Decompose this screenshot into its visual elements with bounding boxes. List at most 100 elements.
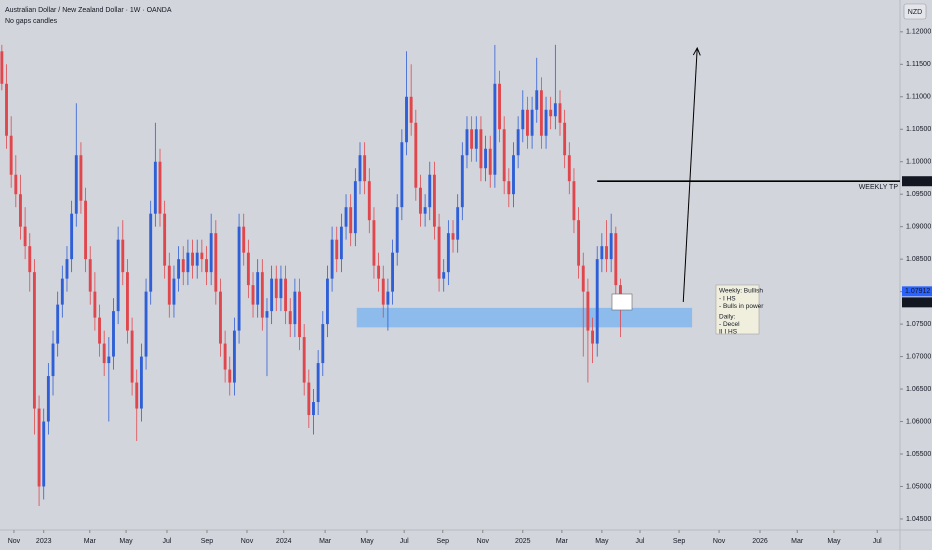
x-tick-label: Mar (556, 538, 569, 545)
candle-body (586, 291, 590, 331)
candle-body (377, 265, 381, 279)
x-tick-label: May (360, 538, 374, 545)
y-tick-label: 1.04500 (906, 516, 931, 523)
candle-body (335, 239, 339, 260)
y-tick-label: 1.08500 (906, 256, 931, 263)
candle-body (591, 330, 594, 344)
x-tick-label: 2025 (515, 538, 531, 545)
candle-body (395, 207, 399, 253)
candle-body (558, 103, 562, 123)
candle-body (242, 226, 246, 253)
candle-body (372, 220, 376, 266)
arrow-head (692, 46, 701, 56)
annotation-line: - Decel (719, 321, 740, 328)
candle-body (470, 129, 474, 149)
plot: 1.04500 1.05000 1.05500 1.06000 1.06500 1.070… (0, 29, 932, 545)
candle-body (544, 109, 548, 136)
candle-body (446, 233, 450, 273)
annotation-line: - I HS (719, 295, 736, 302)
x-tick-label: 2023 (36, 538, 52, 545)
candle-body (437, 226, 441, 279)
candle-body (381, 278, 385, 305)
candle-body (135, 382, 139, 409)
annotation-line: II I HS (719, 329, 738, 336)
candle-body (307, 382, 311, 416)
candle-body (432, 174, 436, 227)
y-tick-label: 1.06000 (906, 418, 931, 425)
x-tick-label: May (595, 538, 609, 545)
candle-body (572, 181, 576, 221)
candle-body (46, 376, 50, 422)
x-tick-label: 2026 (752, 538, 768, 545)
candle-body (344, 207, 348, 227)
candle-body (112, 311, 115, 357)
x-tick-label: Mar (84, 538, 97, 545)
arrow (682, 48, 698, 303)
candle-body (423, 207, 427, 214)
candle-body (609, 233, 613, 260)
candle-body (5, 83, 8, 136)
candle-body (126, 272, 129, 331)
candle-body (614, 233, 618, 286)
candle-body (51, 343, 55, 377)
candle-body (209, 233, 213, 273)
candle-body (251, 285, 255, 305)
candle-body (595, 259, 599, 344)
candle-body (158, 161, 162, 214)
candle-body (488, 148, 492, 175)
candle-body (419, 187, 422, 214)
candle-body (363, 155, 367, 182)
y-tick-label: 1.11500 (906, 61, 931, 68)
x-tick-label: 2024 (276, 538, 292, 545)
candle-body (619, 285, 622, 298)
candle-body (214, 233, 218, 292)
x-tick-label: Jul (873, 538, 882, 545)
x-tick-label: Nov (8, 538, 21, 545)
currency-label[interactable]: NZD (908, 9, 922, 16)
candle-body (386, 291, 390, 305)
candle-body (23, 226, 27, 247)
tp-text: WEEKLY TP (859, 184, 899, 191)
tp-price-label: 1.09700 (905, 178, 930, 185)
x-tick-label: Nov (713, 538, 726, 545)
candle-body (102, 343, 106, 364)
y-tick-label: 1.09500 (906, 191, 931, 198)
candle-body (163, 213, 167, 266)
x-tick-label: Sep (673, 538, 686, 545)
candle-body (32, 272, 36, 409)
candle-body (312, 402, 315, 416)
candle-body (130, 330, 134, 383)
candle-body (451, 233, 455, 240)
candle-body (144, 291, 148, 357)
candle-body (260, 272, 264, 318)
candle-body (256, 272, 260, 305)
candle-body (465, 129, 469, 156)
candle-body (116, 239, 120, 312)
x-tick-label: Nov (241, 538, 254, 545)
candle-body (581, 265, 585, 292)
candle-body (270, 278, 274, 312)
candle-body (526, 109, 529, 136)
candle-body (172, 278, 176, 305)
candle-body (507, 181, 511, 195)
candle-body (56, 304, 60, 344)
candle-body (521, 109, 525, 130)
candle-body (316, 363, 320, 403)
candle-body (181, 259, 185, 273)
chart-title: Australian Dollar / New Zealand Dollar ·… (5, 7, 172, 14)
candle-body (321, 324, 325, 364)
candle-body (265, 311, 269, 318)
candle-body (37, 408, 41, 487)
x-tick-label: Mar (791, 538, 804, 545)
candle-body (549, 109, 553, 117)
candle-body (19, 194, 22, 227)
current-box (611, 293, 633, 311)
candle-body (414, 122, 418, 188)
candle-body (474, 129, 478, 149)
currency-box[interactable] (903, 3, 927, 20)
candle-body (553, 103, 557, 117)
candle-body (205, 259, 208, 273)
candle-body (484, 148, 488, 169)
candle-body (563, 122, 567, 156)
candle-body (358, 155, 362, 182)
